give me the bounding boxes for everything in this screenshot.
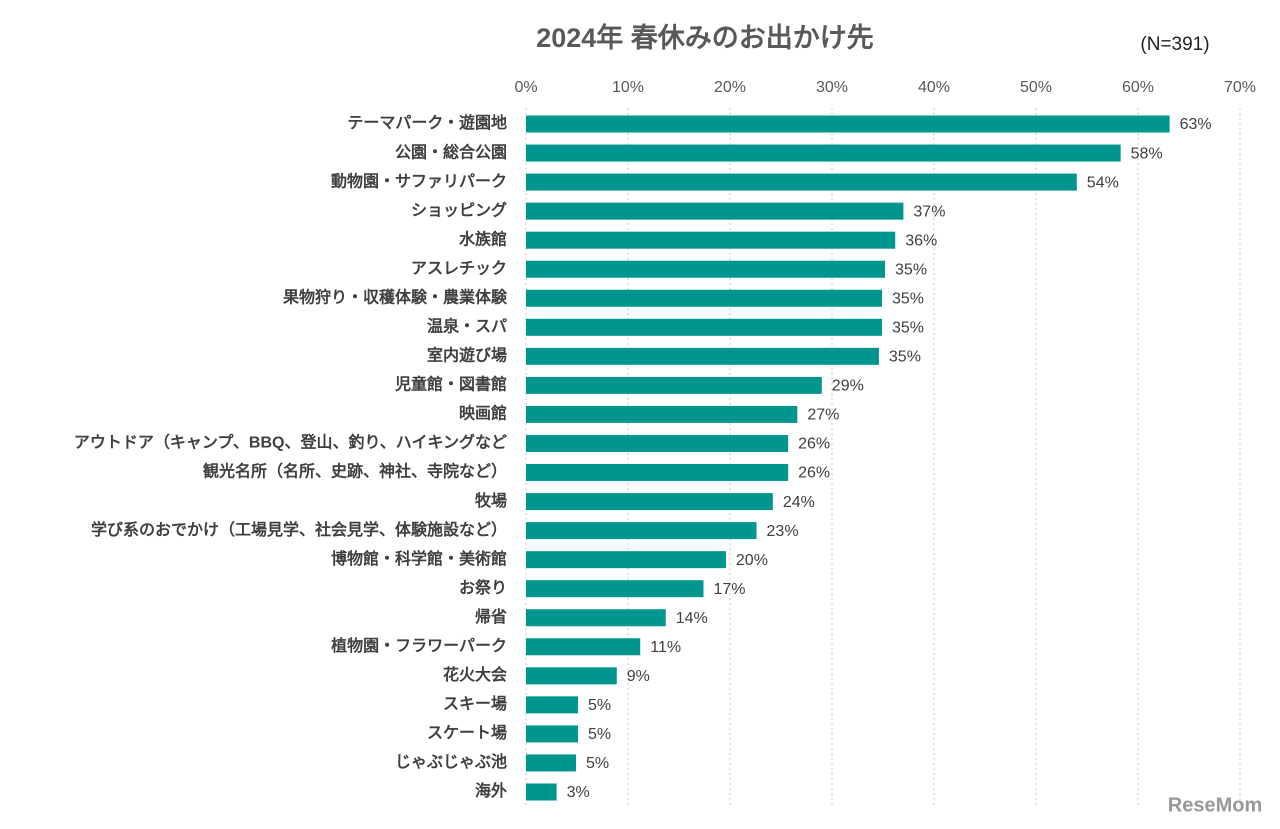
y-tick-label: 温泉・スパ — [426, 317, 507, 336]
bar — [526, 260, 886, 278]
y-tick-label: ショッピング — [411, 200, 507, 219]
bar — [526, 551, 726, 569]
data-label: 3% — [567, 784, 590, 801]
y-tick-label: スケート場 — [427, 724, 507, 742]
data-label: 17% — [713, 581, 745, 598]
bar — [526, 464, 789, 482]
y-tick-label: 花火大会 — [443, 665, 507, 684]
data-label: 37% — [913, 203, 945, 220]
watermark: ReseMom — [1168, 794, 1262, 816]
bar — [526, 493, 773, 511]
bar — [526, 522, 757, 540]
data-label: 35% — [889, 349, 921, 366]
y-tick-label: 観光名所（名所、史跡、神社、寺院など） — [203, 462, 507, 481]
data-label: 63% — [1180, 116, 1212, 133]
y-tick-label: 児童館・図書館 — [394, 375, 507, 394]
data-label: 23% — [767, 523, 799, 540]
sample-size: (N=391) — [1140, 34, 1209, 55]
data-label: 26% — [798, 465, 830, 482]
y-tick-label: アウトドア（キャンプ、BBQ、登山、釣り、ハイキングなど — [74, 433, 507, 452]
y-tick-label: 公園・総合公園 — [395, 142, 507, 161]
bar — [526, 202, 904, 220]
y-tick-label: 果物狩り・収穫体験・農業体験 — [282, 287, 508, 306]
data-label: 24% — [783, 494, 815, 511]
bar — [526, 434, 789, 452]
y-tick-label: 博物館・科学館・美術館 — [331, 549, 507, 568]
bar — [526, 609, 666, 627]
bar — [526, 376, 822, 394]
x-tick-label: 30% — [816, 79, 848, 96]
data-label: 35% — [892, 320, 924, 337]
y-tick-label: じゃぶじゃぶ池 — [395, 752, 507, 771]
y-tick-label: 映画館 — [459, 404, 507, 423]
bar — [526, 173, 1077, 191]
chart-title: 2024年 春休みのお出かけ先 — [536, 22, 874, 53]
bar — [526, 638, 641, 656]
bar — [526, 667, 617, 685]
bar — [526, 144, 1121, 162]
data-label: 5% — [588, 726, 611, 743]
bar — [526, 405, 798, 423]
bar — [526, 783, 557, 801]
data-label: 27% — [807, 407, 839, 424]
y-tick-label: スキー場 — [443, 695, 507, 713]
bar — [526, 347, 879, 365]
data-label: 35% — [895, 261, 927, 278]
y-tick-label: 牧場 — [475, 491, 507, 510]
data-label: 36% — [905, 232, 937, 249]
x-tick-label: 20% — [714, 79, 746, 96]
y-tick-label: 帰省 — [475, 607, 507, 626]
bar — [526, 115, 1170, 133]
data-label: 35% — [892, 290, 924, 307]
y-tick-label: テーマパーク・遊園地 — [347, 113, 507, 132]
data-label: 11% — [650, 639, 681, 656]
data-label: 54% — [1087, 174, 1119, 191]
x-tick-label: 60% — [1122, 79, 1154, 96]
y-tick-label: 室内遊び場 — [427, 346, 507, 365]
data-label: 26% — [798, 436, 830, 453]
x-tick-label: 10% — [612, 79, 644, 96]
data-label: 9% — [627, 668, 650, 685]
y-tick-label: お祭り — [459, 578, 507, 597]
data-label: 5% — [586, 755, 609, 772]
y-tick-label: 動物園・サファリパーク — [331, 171, 507, 190]
data-label: 5% — [588, 697, 611, 714]
data-label: 29% — [832, 378, 864, 395]
data-label: 58% — [1131, 145, 1163, 162]
bar — [526, 289, 882, 307]
bar — [526, 754, 576, 772]
x-tick-label: 70% — [1224, 79, 1256, 96]
bar — [526, 318, 882, 336]
data-label: 14% — [676, 610, 708, 627]
bar — [526, 725, 579, 743]
bar — [526, 696, 579, 714]
y-tick-label: 水族館 — [459, 229, 507, 248]
y-tick-label: 学び系のおでかけ（工場見学、社会見学、体験施設など） — [91, 520, 507, 539]
x-tick-label: 40% — [918, 79, 950, 96]
y-tick-label: 海外 — [475, 781, 507, 800]
x-tick-label: 50% — [1020, 79, 1052, 96]
data-label: 20% — [736, 552, 768, 569]
x-tick-label: 0% — [514, 79, 537, 96]
bar — [526, 580, 704, 598]
y-tick-label: アスレチック — [411, 259, 507, 277]
bar — [526, 231, 896, 249]
y-tick-label: 植物園・フラワーパーク — [330, 636, 507, 655]
